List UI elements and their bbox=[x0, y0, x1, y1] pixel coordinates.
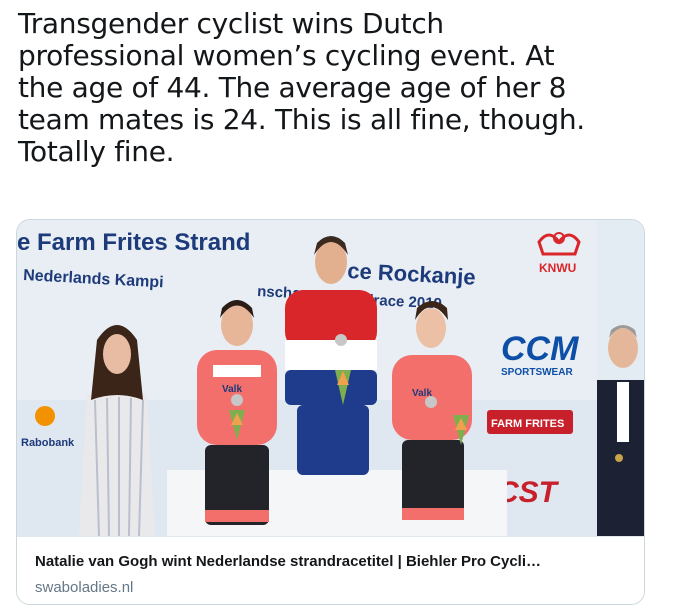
svg-text:Rabobank: Rabobank bbox=[21, 437, 75, 449]
link-preview-card[interactable]: e Farm Frites Strand ce Rockanje Nederla… bbox=[16, 219, 645, 605]
rider-third-place: Valk bbox=[392, 301, 472, 520]
svg-text:KNWU: KNWU bbox=[539, 261, 576, 275]
rabobank-logo: Rabobank bbox=[21, 406, 75, 449]
person-left-suit bbox=[79, 325, 155, 536]
farm-frites-logo: FARM FRITES bbox=[487, 410, 573, 434]
rider-second-place: Valk bbox=[197, 300, 277, 525]
banner-line-1: e Farm Frites Strand bbox=[17, 229, 250, 256]
svg-text:Valk: Valk bbox=[412, 388, 432, 399]
svg-text:Valk: Valk bbox=[222, 384, 242, 395]
card-domain: swaboladies.nl bbox=[35, 579, 134, 596]
svg-text:CCM: CCM bbox=[501, 330, 579, 368]
person-right-suit bbox=[597, 325, 644, 536]
card-title[interactable]: Natalie van Gogh wint Nederlandse strand… bbox=[35, 553, 542, 570]
svg-text:SPORTSWEAR: SPORTSWEAR bbox=[501, 367, 573, 378]
card-meta[interactable]: Natalie van Gogh wint Nederlandse strand… bbox=[17, 536, 644, 604]
card-image[interactable]: e Farm Frites Strand ce Rockanje Nederla… bbox=[17, 220, 644, 536]
svg-text:FARM FRITES: FARM FRITES bbox=[491, 418, 564, 430]
knwu-logo: KNWU bbox=[537, 232, 581, 275]
tweet-text: Transgender cyclist wins Dutch professio… bbox=[18, 7, 585, 168]
cst-logo: CST bbox=[497, 476, 560, 509]
ccm-logo: CCM SPORTSWEAR bbox=[501, 330, 579, 378]
rider-first-place bbox=[285, 236, 377, 475]
